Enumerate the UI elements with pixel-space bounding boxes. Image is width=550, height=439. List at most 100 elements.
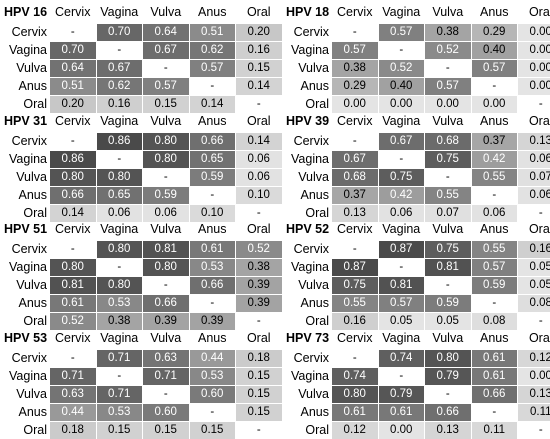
column-header: Oral [528,222,550,236]
column-header: Oral [528,114,550,128]
row-header: Vagina [291,369,329,383]
row-header: Vulva [16,278,47,292]
heatmap-cell: - [471,187,517,204]
heatmap-cell: 0.16 [236,42,282,59]
heatmap-cell: 0.57 [378,24,424,41]
heatmap-cell: 0.13 [332,205,378,222]
heatmap-cell: 0.74 [332,368,378,385]
heatmap-cell: 0.39 [236,277,282,294]
row-header: Cervix [11,25,47,39]
heatmap-cell: 0.42 [471,151,517,168]
heatmap-cell: - [143,169,189,186]
heatmap-cell: 0.61 [471,368,517,385]
row-header: Vulva [298,61,329,75]
heatmap-cell: 0.15 [143,96,189,113]
heatmap-cell: 0.05 [518,259,550,276]
heatmap-cell: 0.63 [50,386,96,403]
heatmap-cell: 0.57 [332,42,378,59]
heatmap-cell: 0.80 [50,259,96,276]
heatmap-cell: - [143,60,189,77]
column-header: Vulva [432,114,464,128]
heatmap-cell: 0.75 [332,277,378,294]
column-header: Cervix [337,222,373,236]
heatmap-cell: 0.12 [518,350,550,367]
column-header: Vulva [432,5,464,19]
row-header: Anus [18,79,48,93]
heatmap-cell: 0.67 [378,133,424,150]
column-header: Cervix [55,5,91,19]
row-header: Oral [305,97,329,111]
heatmap-cell: 0.68 [332,169,378,186]
heatmap-cell: 0.00 [471,96,517,113]
heatmap-cell: 0.40 [471,42,517,59]
row-header: Vulva [16,170,47,184]
heatmap-cell: - [236,205,282,222]
row-header: Vagina [291,152,329,166]
heatmap-cell: - [518,422,550,439]
heatmap-cell: - [332,133,378,150]
column-header: Vagina [382,114,421,128]
panel-title: HPV 73 [286,331,330,345]
row-header: Vagina [9,152,47,166]
row-header: Vagina [291,43,329,57]
heatmap-cell: 0.00 [332,96,378,113]
heatmap-cell: 0.53 [189,368,235,385]
heatmap-cell: 0.42 [378,187,424,204]
heatmap-cell: 0.15 [236,404,282,421]
heatmap-cell: 0.16 [96,96,142,113]
heatmap-cell: 0.66 [189,133,235,150]
heatmap-cell: 0.15 [236,368,282,385]
row-header: Oral [23,206,47,220]
heatmap-cell: 0.52 [50,313,96,330]
heatmap-cell: 0.63 [143,350,189,367]
heatmap-cell: 0.70 [50,42,96,59]
heatmap-cell: - [471,78,517,95]
heatmap-cell: 0.59 [425,295,471,312]
heatmap-cell: 0.61 [189,241,235,258]
heatmap-cell: - [50,133,96,150]
heatmap-cell: - [378,151,424,168]
heatmap-cell: - [143,277,189,294]
heatmap-cell: 0.79 [378,386,424,403]
heatmap-cell: 0.75 [378,169,424,186]
heatmap-cell: 0.61 [332,404,378,421]
heatmap-cell: 0.15 [96,422,142,439]
column-header: Oral [246,222,271,236]
column-header: Anus [198,5,227,19]
heatmap-cell: 0.38 [332,60,378,77]
heatmap-cell: 0.71 [96,386,142,403]
heatmap-cell: - [96,368,142,385]
heatmap-cell: - [332,24,378,41]
heatmap-cell: 0.38 [425,24,471,41]
heatmap-cell: - [236,422,282,439]
column-header: Vulva [150,222,182,236]
column-header: Vulva [432,331,464,345]
heatmap-cell: - [425,60,471,77]
row-header: Cervix [293,242,329,256]
heatmap-cell: 0.71 [50,368,96,385]
column-header: Anus [198,222,227,236]
heatmap-cell: 0.59 [471,277,517,294]
column-header: Anus [198,114,227,128]
heatmap-cell: 0.20 [236,24,282,41]
row-header: Cervix [11,351,47,365]
heatmap-cell: 0.57 [425,78,471,95]
row-header: Cervix [11,134,47,148]
column-header: Vulva [150,331,182,345]
row-header: Vagina [9,260,47,274]
row-header: Anus [300,188,330,202]
column-header: Cervix [55,114,91,128]
heatmap-cell: 0.75 [425,151,471,168]
heatmap-cell: 0.15 [236,386,282,403]
heatmap-cell: 0.66 [471,386,517,403]
column-header: Vulva [150,114,182,128]
heatmap-cell: 0.67 [332,151,378,168]
heatmap-cell: 0.16 [518,241,550,258]
heatmap-cell: 0.18 [236,350,282,367]
heatmap-cell: 0.29 [332,78,378,95]
heatmap-cell: 0.55 [425,187,471,204]
row-header: Cervix [293,351,329,365]
heatmap-cell: - [332,350,378,367]
heatmap-cell: 0.05 [378,313,424,330]
heatmap-cell: 0.29 [471,24,517,41]
